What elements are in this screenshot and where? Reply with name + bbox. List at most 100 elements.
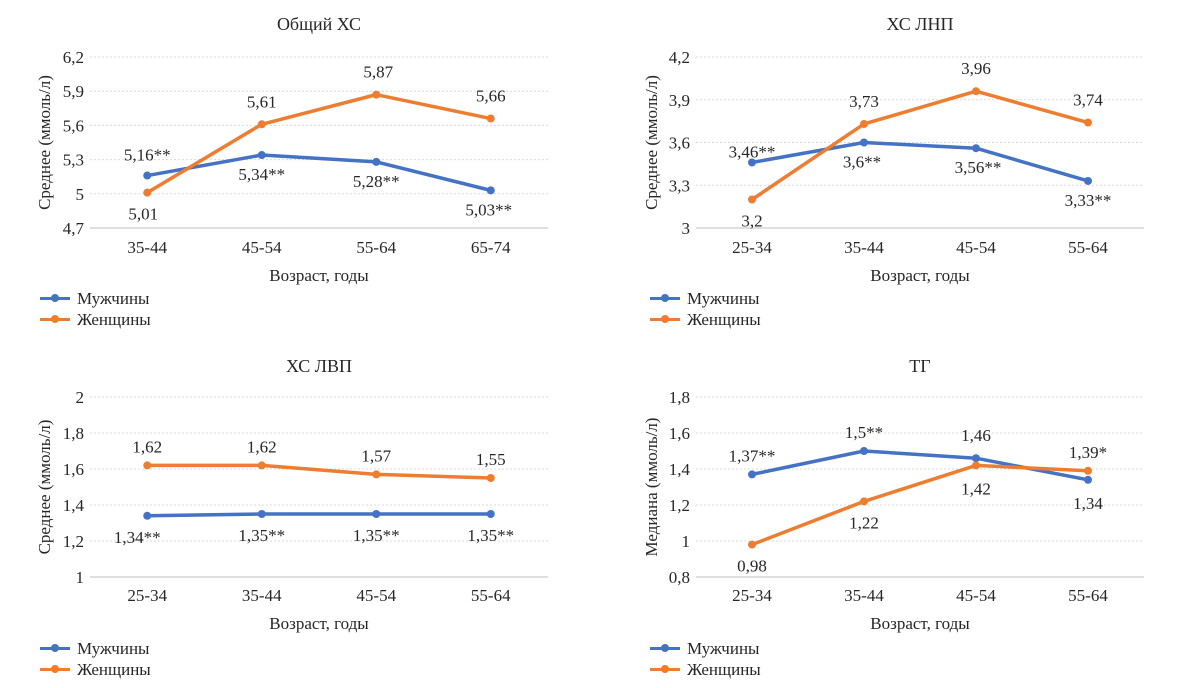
legend-item-women: Женщины (650, 309, 761, 330)
data-point-men (1084, 176, 1092, 185)
data-label-women: 5,87 (363, 63, 393, 82)
chart-panel-ldl-cholesterol: ХС ЛНП 4,2 3,9 3,6 3,3 3 25-34 35-44 45-54 55-64 В… (600, 0, 1200, 344)
y-tick-label: 1,2 (63, 532, 84, 551)
data-label-men: 1,5** (845, 423, 883, 442)
data-point-women (1084, 466, 1092, 475)
legend-label-men: Мужчины (687, 289, 760, 308)
legend-line-men-icon (40, 644, 70, 652)
chart-panel-hdl-cholesterol: ХС ЛВП 2 1,8 1,6 1,4 1,2 1 25-34 35-44 45-54 55-64… (0, 344, 600, 688)
y-tick-label: 6,2 (63, 48, 84, 67)
data-point-men (972, 144, 980, 153)
x-tick-label: 55-64 (471, 586, 511, 605)
data-label-men: 3,46** (729, 142, 776, 161)
chart-legend: Мужчины Женщины (650, 638, 761, 680)
legend-line-men-icon (40, 294, 70, 302)
data-point-women (972, 87, 980, 96)
series-line-women (750, 463, 1090, 547)
legend-line-women-icon (650, 665, 680, 673)
series-line-women (145, 92, 493, 195)
y-axis-label: Среднее (ммоль/л) (642, 75, 661, 210)
data-point-men (748, 158, 756, 167)
y-tick-label: 1,4 (669, 460, 691, 479)
x-tick-label: 45-54 (356, 586, 396, 605)
x-tick-label: 25-34 (732, 586, 772, 605)
data-label-women: 1,55 (476, 450, 506, 469)
legend-label-men: Мужчины (77, 639, 150, 658)
y-tick-label: 1,6 (669, 424, 690, 443)
data-label-men: 1,35** (353, 526, 400, 545)
data-point-men (748, 470, 756, 479)
x-tick-label: 45-54 (956, 586, 996, 605)
data-label-women: 5,66 (476, 87, 506, 106)
chart-svg-ldl-cholesterol: ХС ЛНП 4,2 3,9 3,6 3,3 3 25-34 35-44 45-54 55-64 В… (642, 14, 1144, 285)
y-tick-label: 1,2 (669, 496, 690, 515)
y-tick-label: 5,3 (63, 151, 84, 170)
data-label-women: 5,61 (247, 92, 277, 111)
data-label-women: 3,74 (1073, 91, 1103, 110)
legend-item-men: Мужчины (650, 638, 761, 659)
chart-panel-triglycerides: ТГ 1,8 1,6 1,4 1,2 1 0,8 25-34 35-44 45-54 55-64 Во… (600, 344, 1200, 688)
data-label-women: 1,39* (1069, 443, 1107, 462)
data-label-men: 1,35** (238, 526, 285, 545)
legend-item-women: Женщины (40, 309, 151, 330)
data-point-women (486, 474, 495, 482)
data-label-women: 1,57 (361, 446, 391, 465)
data-point-women (257, 120, 266, 129)
y-tick-label: 3 (682, 219, 691, 238)
legend-line-women-icon (40, 665, 70, 673)
legend-label-women: Женщины (687, 310, 761, 329)
data-point-men (372, 157, 381, 166)
data-label-women: 5,01 (128, 205, 158, 224)
chart-panel-total-cholesterol: Общий ХС 6,2 5,9 5,6 5,3 5 4,7 35-44 45-54 55-64 6… (0, 0, 600, 344)
x-tick-label: 45-54 (956, 238, 996, 257)
y-tick-label: 4,2 (669, 48, 690, 67)
chart-title: ХС ЛВП (286, 356, 352, 376)
data-point-women (257, 461, 266, 470)
legend-line-women-icon (40, 315, 70, 323)
data-point-men (486, 510, 495, 518)
data-point-men (1084, 475, 1092, 484)
data-point-men (257, 151, 266, 160)
y-tick-label: 1,8 (63, 424, 84, 443)
data-point-men (860, 447, 868, 455)
y-tick-label: 3,9 (669, 91, 690, 110)
x-tick-label: 35-44 (242, 586, 282, 605)
data-label-men: 3,33** (1065, 191, 1112, 210)
data-point-women (143, 461, 152, 470)
y-tick-label: 5,6 (63, 116, 84, 135)
series-line-men (750, 449, 1090, 482)
data-point-men (972, 454, 980, 463)
y-tick-label: 2 (76, 388, 85, 407)
data-label-men: 5,28** (353, 172, 400, 191)
data-point-women (748, 540, 756, 549)
legend-label-women: Женщины (687, 660, 761, 679)
x-tick-label: 55-64 (356, 238, 396, 257)
y-tick-label: 5,9 (63, 82, 84, 101)
legend-item-men: Мужчины (40, 638, 151, 659)
legend-label-men: Мужчины (77, 289, 150, 308)
chart-title: ХС ЛНП (886, 14, 953, 34)
chart-legend: Мужчины Женщины (650, 288, 761, 330)
y-tick-label: 1,4 (63, 496, 85, 515)
data-label-women: 1,42 (961, 479, 991, 498)
data-point-women (972, 461, 980, 470)
y-tick-label: 4,7 (63, 219, 85, 238)
y-tick-label: 1,8 (669, 388, 690, 407)
legend-label-men: Мужчины (687, 639, 760, 658)
data-point-women (486, 114, 495, 123)
data-label-men: 1,37** (729, 446, 776, 465)
data-point-men (486, 186, 495, 195)
series-line-men (145, 512, 493, 518)
data-point-women (1084, 118, 1092, 127)
y-tick-label: 5 (76, 185, 85, 204)
x-tick-label: 25-34 (732, 238, 772, 257)
data-label-women: 3,73 (849, 92, 879, 111)
chart-legend: Мужчины Женщины (40, 288, 151, 330)
legend-line-women-icon (650, 315, 680, 323)
data-label-men: 5,34** (238, 165, 285, 184)
y-axis-label: Медиана (ммоль/л) (642, 418, 661, 557)
data-point-men (860, 138, 868, 147)
y-axis-label: Среднее (ммоль/л) (35, 75, 54, 210)
series-line-men (750, 140, 1090, 183)
series-line-women (145, 463, 493, 480)
